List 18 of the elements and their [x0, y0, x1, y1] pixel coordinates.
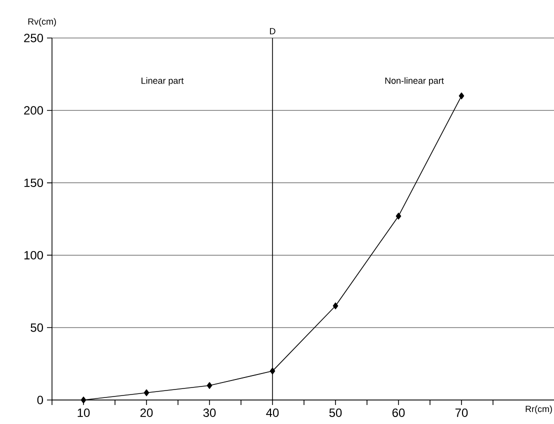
x-tick-label: 60 [392, 408, 405, 417]
x-tick-label: 50 [329, 408, 342, 417]
x-tick-label: 40 [266, 408, 279, 417]
x-tick-label: 10 [78, 408, 90, 417]
y-tick-label: 250 [24, 34, 44, 42]
ref-line-label: D [270, 28, 276, 34]
y-tick-label: 200 [24, 106, 44, 115]
x-tick-label: 70 [455, 408, 468, 417]
x-tick-label: 20 [140, 408, 153, 417]
x-axis-title: Rr(cm) [526, 406, 552, 414]
x-tick-label: 30 [203, 408, 216, 417]
annotation: Linear part [142, 77, 184, 86]
y-tick-label: 0 [37, 396, 44, 404]
y-tick-label: 100 [24, 250, 44, 260]
y-tick-label: 150 [24, 178, 44, 188]
y-axis-title: Rv(cm) [28, 18, 56, 26]
y-tick-label: 50 [30, 323, 44, 332]
annotation: Non-linear part [385, 77, 444, 86]
